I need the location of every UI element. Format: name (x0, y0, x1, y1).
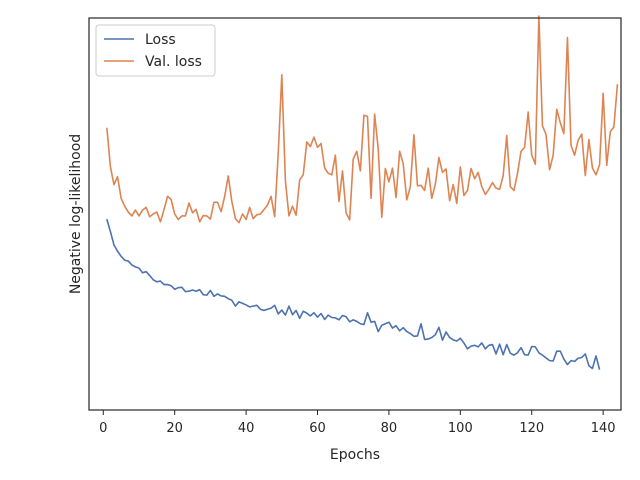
legend-box (95, 24, 216, 77)
x-tick-label: 140 (591, 421, 616, 436)
x-tick-label: 0 (99, 421, 107, 436)
legend-label-val-loss: Val. loss (145, 54, 202, 70)
x-axis-ticks: 0 20 40 60 80 100 120 140 (99, 410, 616, 436)
legend-label-loss: Loss (145, 32, 176, 48)
series-line-val-loss (106, 15, 619, 224)
x-tick-label: 80 (381, 421, 398, 436)
x-tick-label: 60 (309, 421, 326, 436)
plot-background (89, 18, 621, 410)
x-tick-label: 120 (519, 421, 544, 436)
x-tick-label: 40 (238, 421, 255, 436)
y-axis-label: Negative log-likelihood (68, 134, 84, 294)
x-tick-label: 20 (166, 421, 183, 436)
plot-frame (88, 17, 622, 411)
x-tick-label: 100 (448, 421, 473, 436)
legend: Loss Val. loss (95, 24, 216, 77)
series-group (106, 15, 619, 370)
x-axis-label: Epochs (330, 447, 380, 463)
series-line-loss (106, 218, 601, 370)
